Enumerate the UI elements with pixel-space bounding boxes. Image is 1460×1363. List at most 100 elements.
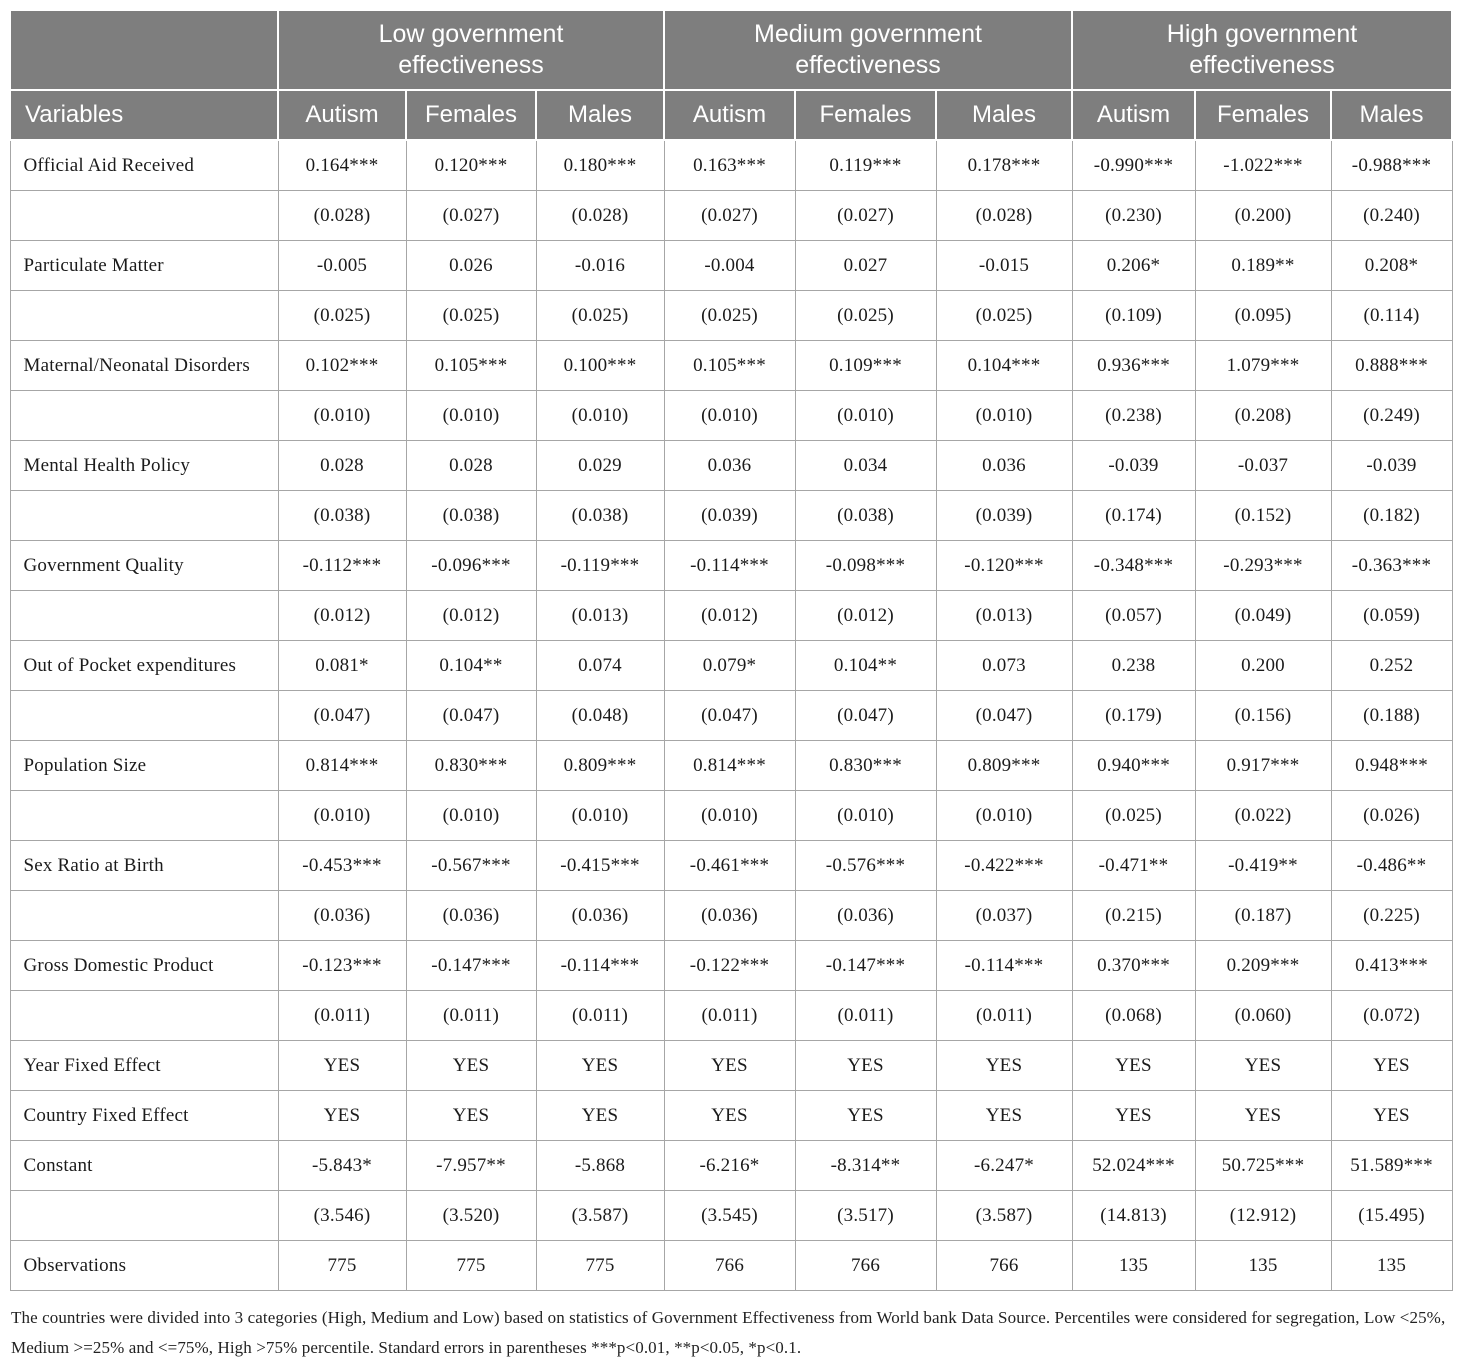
table-footnote: The countries were divided into 3 catego… <box>11 1308 1446 1357</box>
table-cell: (0.188) <box>1330 690 1453 741</box>
table-cell: (0.047) <box>405 690 537 741</box>
table-cell: YES <box>535 1040 665 1091</box>
table-cell: 0.936*** <box>1071 340 1196 391</box>
table-cell: -0.114*** <box>535 940 665 991</box>
table-cell: (0.010) <box>935 790 1073 841</box>
table-cell: (0.048) <box>535 690 665 741</box>
table-cell: (0.174) <box>1071 490 1196 541</box>
table-cell: -0.147*** <box>405 940 537 991</box>
row-label <box>9 490 279 541</box>
table-row: Maternal/Neonatal Disorders 0.102*** 0.105… <box>9 340 1453 391</box>
table-cell: -0.147*** <box>794 940 937 991</box>
table-cell: 0.105*** <box>663 340 796 391</box>
table-cell: (0.025) <box>277 290 407 341</box>
row-label <box>9 590 279 641</box>
table-cell: YES <box>405 1040 537 1091</box>
table-cell: (0.059) <box>1330 590 1453 641</box>
variables-header: Variables <box>9 89 279 141</box>
table-cell: (0.028) <box>935 190 1073 241</box>
table-cell: 0.029 <box>535 440 665 491</box>
table-cell: (0.037) <box>935 890 1073 941</box>
column-header: Autism <box>663 89 796 141</box>
column-header: Females <box>405 89 537 141</box>
table-cell: -0.016 <box>535 240 665 291</box>
table-cell: (0.012) <box>405 590 537 641</box>
table-cell: (0.230) <box>1071 190 1196 241</box>
table-cell: (0.027) <box>794 190 937 241</box>
row-label: Gross Domestic Product <box>9 940 279 991</box>
column-header: Males <box>935 89 1073 141</box>
table-cell: -0.415*** <box>535 840 665 891</box>
table-cell: (0.036) <box>663 890 796 941</box>
column-header: Females <box>794 89 937 141</box>
regression-table: Low government effectiveness Medium gove… <box>9 9 1453 1291</box>
table-cell: (15.495) <box>1330 1190 1453 1241</box>
table-cell: (0.057) <box>1071 590 1196 641</box>
table-cell: 0.119*** <box>794 139 937 191</box>
table-cell: 135 <box>1194 1240 1332 1291</box>
table-cell: 0.948*** <box>1330 740 1453 791</box>
table-cell: (0.026) <box>1330 790 1453 841</box>
table-cell: 0.200 <box>1194 640 1332 691</box>
table-row: Year Fixed Effect YES YES YES YES YES YES YES YE… <box>9 1040 1453 1091</box>
table-cell: (0.010) <box>277 390 407 441</box>
table-cell: YES <box>1071 1090 1196 1141</box>
table-cell: YES <box>1071 1040 1196 1091</box>
table-cell: -0.004 <box>663 240 796 291</box>
table-cell: 766 <box>935 1240 1073 1291</box>
row-label: Particulate Matter <box>9 240 279 291</box>
table-cell: YES <box>405 1090 537 1141</box>
table-cell: 0.413*** <box>1330 940 1453 991</box>
table-cell: 50.725*** <box>1194 1140 1332 1191</box>
table-cell: 0.209*** <box>1194 940 1332 991</box>
table-row: Observations 775 775 775 766 766 766 135 135 135 <box>9 1240 1453 1291</box>
table-cell: (0.028) <box>535 190 665 241</box>
table-cell: 0.104** <box>794 640 937 691</box>
table-cell: (0.038) <box>405 490 537 541</box>
row-label <box>9 390 279 441</box>
table-cell: (0.011) <box>794 990 937 1041</box>
table-cell: YES <box>663 1040 796 1091</box>
group-header-medium-label: Medium government effectiveness <box>754 19 982 79</box>
table-cell: (0.010) <box>405 790 537 841</box>
table-row: Mental Health Policy 0.028 0.028 0.029 0.036… <box>9 440 1453 491</box>
table-cell: -0.114*** <box>935 940 1073 991</box>
row-label <box>9 890 279 941</box>
row-label: Observations <box>9 1240 279 1291</box>
table-cell: (0.010) <box>663 790 796 841</box>
table-cell: (0.028) <box>277 190 407 241</box>
table-cell: 135 <box>1330 1240 1453 1291</box>
table-cell: 0.028 <box>405 440 537 491</box>
table-cell: (0.012) <box>794 590 937 641</box>
table-cell: 766 <box>663 1240 796 1291</box>
table-cell: (0.038) <box>535 490 665 541</box>
table-row: (0.012) (0.012) (0.013) (0.012) (0.012) (0.01… <box>9 590 1453 641</box>
sub-header-row: Variables Autism Females Males Autism Female… <box>9 89 1453 141</box>
table-row: (0.011) (0.011) (0.011) (0.011) (0.011) (0.01… <box>9 990 1453 1041</box>
table-cell: (0.036) <box>794 890 937 941</box>
group-header-low-label: Low government effectiveness <box>378 19 564 79</box>
table-cell: 0.109*** <box>794 340 937 391</box>
table-cell: (0.012) <box>277 590 407 641</box>
table-cell: (0.010) <box>277 790 407 841</box>
table-cell: 0.074 <box>535 640 665 691</box>
table-cell: 0.027 <box>794 240 937 291</box>
table-cell: (0.039) <box>935 490 1073 541</box>
table-cell: (0.047) <box>277 690 407 741</box>
row-label: Mental Health Policy <box>9 440 279 491</box>
table-cell: -0.422*** <box>935 840 1073 891</box>
table-cell: 0.178*** <box>935 139 1073 191</box>
table-cell: 0.026 <box>405 240 537 291</box>
table-body: Official Aid Received 0.164*** 0.120*** 0.1… <box>9 139 1453 1291</box>
table-row: (0.038) (0.038) (0.038) (0.039) (0.038) (0.03… <box>9 490 1453 541</box>
table-cell: (0.238) <box>1071 390 1196 441</box>
table-cell: 0.100*** <box>535 340 665 391</box>
table-cell: (3.545) <box>663 1190 796 1241</box>
table-cell: -0.363*** <box>1330 540 1453 591</box>
column-header: Autism <box>1071 89 1196 141</box>
row-label: Sex Ratio at Birth <box>9 840 279 891</box>
table-cell: -0.471** <box>1071 840 1196 891</box>
table-row: (0.010) (0.010) (0.010) (0.010) (0.010) (0.01… <box>9 790 1453 841</box>
table-cell: (0.025) <box>794 290 937 341</box>
